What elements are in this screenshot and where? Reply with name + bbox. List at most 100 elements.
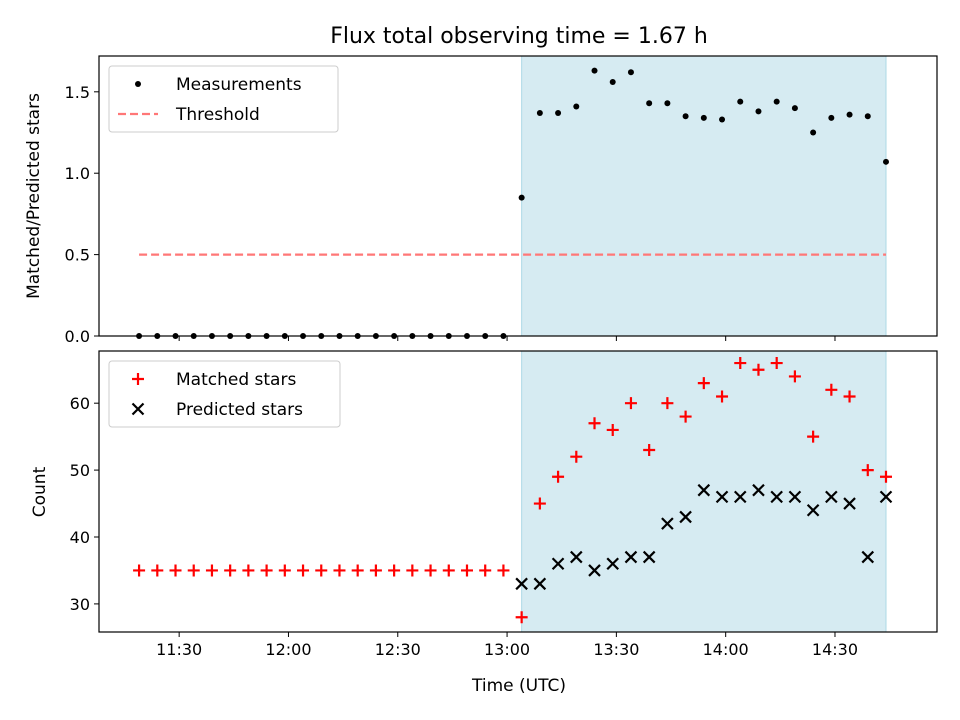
matched-star-point xyxy=(679,410,692,423)
matched-star-point xyxy=(497,564,510,577)
matched-star-point xyxy=(479,564,492,577)
matched-star-point xyxy=(242,564,255,577)
matched-star-point xyxy=(770,357,783,370)
measurement-point xyxy=(700,114,707,121)
measurement-point xyxy=(882,158,889,165)
matched-star-point xyxy=(333,564,346,577)
predicted-star-point xyxy=(551,557,565,571)
x-tick-label: 11:30 xyxy=(156,640,202,659)
predicted-star-point xyxy=(879,490,893,504)
measurement-point xyxy=(719,116,726,123)
chart-title: Flux total observing time = 1.67 h xyxy=(330,24,708,49)
legend-marker-matched xyxy=(132,373,144,385)
matched-star-point xyxy=(533,497,546,510)
legend-box xyxy=(108,65,339,133)
matched-star-point xyxy=(879,470,892,483)
measurement-point xyxy=(682,113,689,120)
predicted-star-point xyxy=(606,557,620,571)
measurement-point xyxy=(773,98,780,105)
matched-star-point xyxy=(369,564,382,577)
predicted-star-point xyxy=(733,490,747,504)
matched-star-point xyxy=(388,564,401,577)
matched-star-point xyxy=(205,564,218,577)
matched-star-point xyxy=(133,564,146,577)
matched-star-point xyxy=(843,390,856,403)
legend-label: Measurements xyxy=(176,75,302,95)
matched-star-point xyxy=(406,564,419,577)
predicted-star-point xyxy=(843,497,856,510)
matched-star-point xyxy=(351,564,364,577)
ratio-panel: 0.0 0.5 1.0 1.5 Measurements Threshold xyxy=(65,55,938,346)
predicted-star-point xyxy=(515,577,528,591)
measurement-point xyxy=(664,100,671,107)
measurement-point xyxy=(755,108,762,115)
y-axis-label-ratio: Matched/Predicted stars xyxy=(24,93,44,299)
legend-marker-measurements xyxy=(135,81,141,87)
matched-star-point xyxy=(424,564,437,577)
predicted-star-point xyxy=(697,483,711,497)
y-tick-label: 40 xyxy=(70,528,90,547)
predicted-star-point xyxy=(588,564,601,577)
predicted-star-point xyxy=(752,483,765,497)
measurement-point xyxy=(627,69,634,76)
matched-star-point xyxy=(624,397,637,410)
predicted-star-point xyxy=(770,490,783,504)
y-tick-label: 60 xyxy=(70,394,90,413)
y-tick-label: 0.5 xyxy=(65,246,90,265)
matched-star-point xyxy=(752,363,765,376)
x-tick-label: 13:00 xyxy=(484,640,530,659)
y-tick-label: 30 xyxy=(70,595,90,614)
matched-star-point xyxy=(697,377,710,390)
legend-label: Matched stars xyxy=(176,370,296,390)
measurement-point xyxy=(573,103,580,110)
measurement-point xyxy=(609,79,616,86)
measurement-point xyxy=(737,98,744,105)
axes-frame xyxy=(98,350,938,633)
matched-star-point xyxy=(515,611,528,624)
predicted-star-point xyxy=(679,510,692,524)
predicted-star-point xyxy=(861,550,875,564)
matched-star-point xyxy=(643,444,656,457)
matched-star-point xyxy=(825,383,838,396)
y-tick-label: 50 xyxy=(70,461,90,480)
matched-star-point xyxy=(861,464,874,477)
legend: Matched stars Predicted stars xyxy=(108,360,341,428)
matched-star-point xyxy=(570,450,583,463)
highlight-span xyxy=(521,55,887,337)
y-tick-label: 1.5 xyxy=(65,83,90,102)
predicted-star-point xyxy=(624,550,638,564)
matched-star-point xyxy=(260,564,273,577)
predicted-star-point xyxy=(533,577,547,591)
y-tick-label: 1.0 xyxy=(65,164,90,183)
measurement-point xyxy=(864,113,871,120)
x-tick-label: 14:00 xyxy=(703,640,749,659)
measurement-point xyxy=(846,111,853,118)
matched-star-point xyxy=(278,564,291,577)
legend: Measurements Threshold xyxy=(108,65,339,133)
matched-star-point xyxy=(187,564,200,577)
measurement-point xyxy=(791,105,798,112)
matched-star-point xyxy=(716,390,729,403)
measurement-point xyxy=(555,109,562,116)
legend-label: Predicted stars xyxy=(176,400,303,420)
axes-frame xyxy=(98,55,938,337)
measurement-point xyxy=(591,67,598,74)
matched-star-point xyxy=(552,470,565,483)
x-tick-label: 13:30 xyxy=(593,640,639,659)
x-tick-label: 12:30 xyxy=(375,640,421,659)
measurement-point xyxy=(828,114,835,121)
x-tick-label: 14:30 xyxy=(812,640,858,659)
predicted-star-point xyxy=(788,490,802,504)
legend-label: Threshold xyxy=(175,105,260,125)
count-panel: 11:30 12:00 12:30 13:00 13:30 14:00 14:30 30 40 5… xyxy=(70,350,938,659)
matched-star-point xyxy=(442,564,455,577)
x-axis-label: Time (UTC) xyxy=(471,676,566,696)
matched-star-point xyxy=(224,564,237,577)
matched-star-point xyxy=(588,417,601,430)
matched-star-point xyxy=(734,357,747,370)
measurement-point xyxy=(810,129,817,136)
measurement-point xyxy=(536,109,543,116)
matched-star-point xyxy=(297,564,310,577)
x-tick-label: 12:00 xyxy=(265,640,311,659)
